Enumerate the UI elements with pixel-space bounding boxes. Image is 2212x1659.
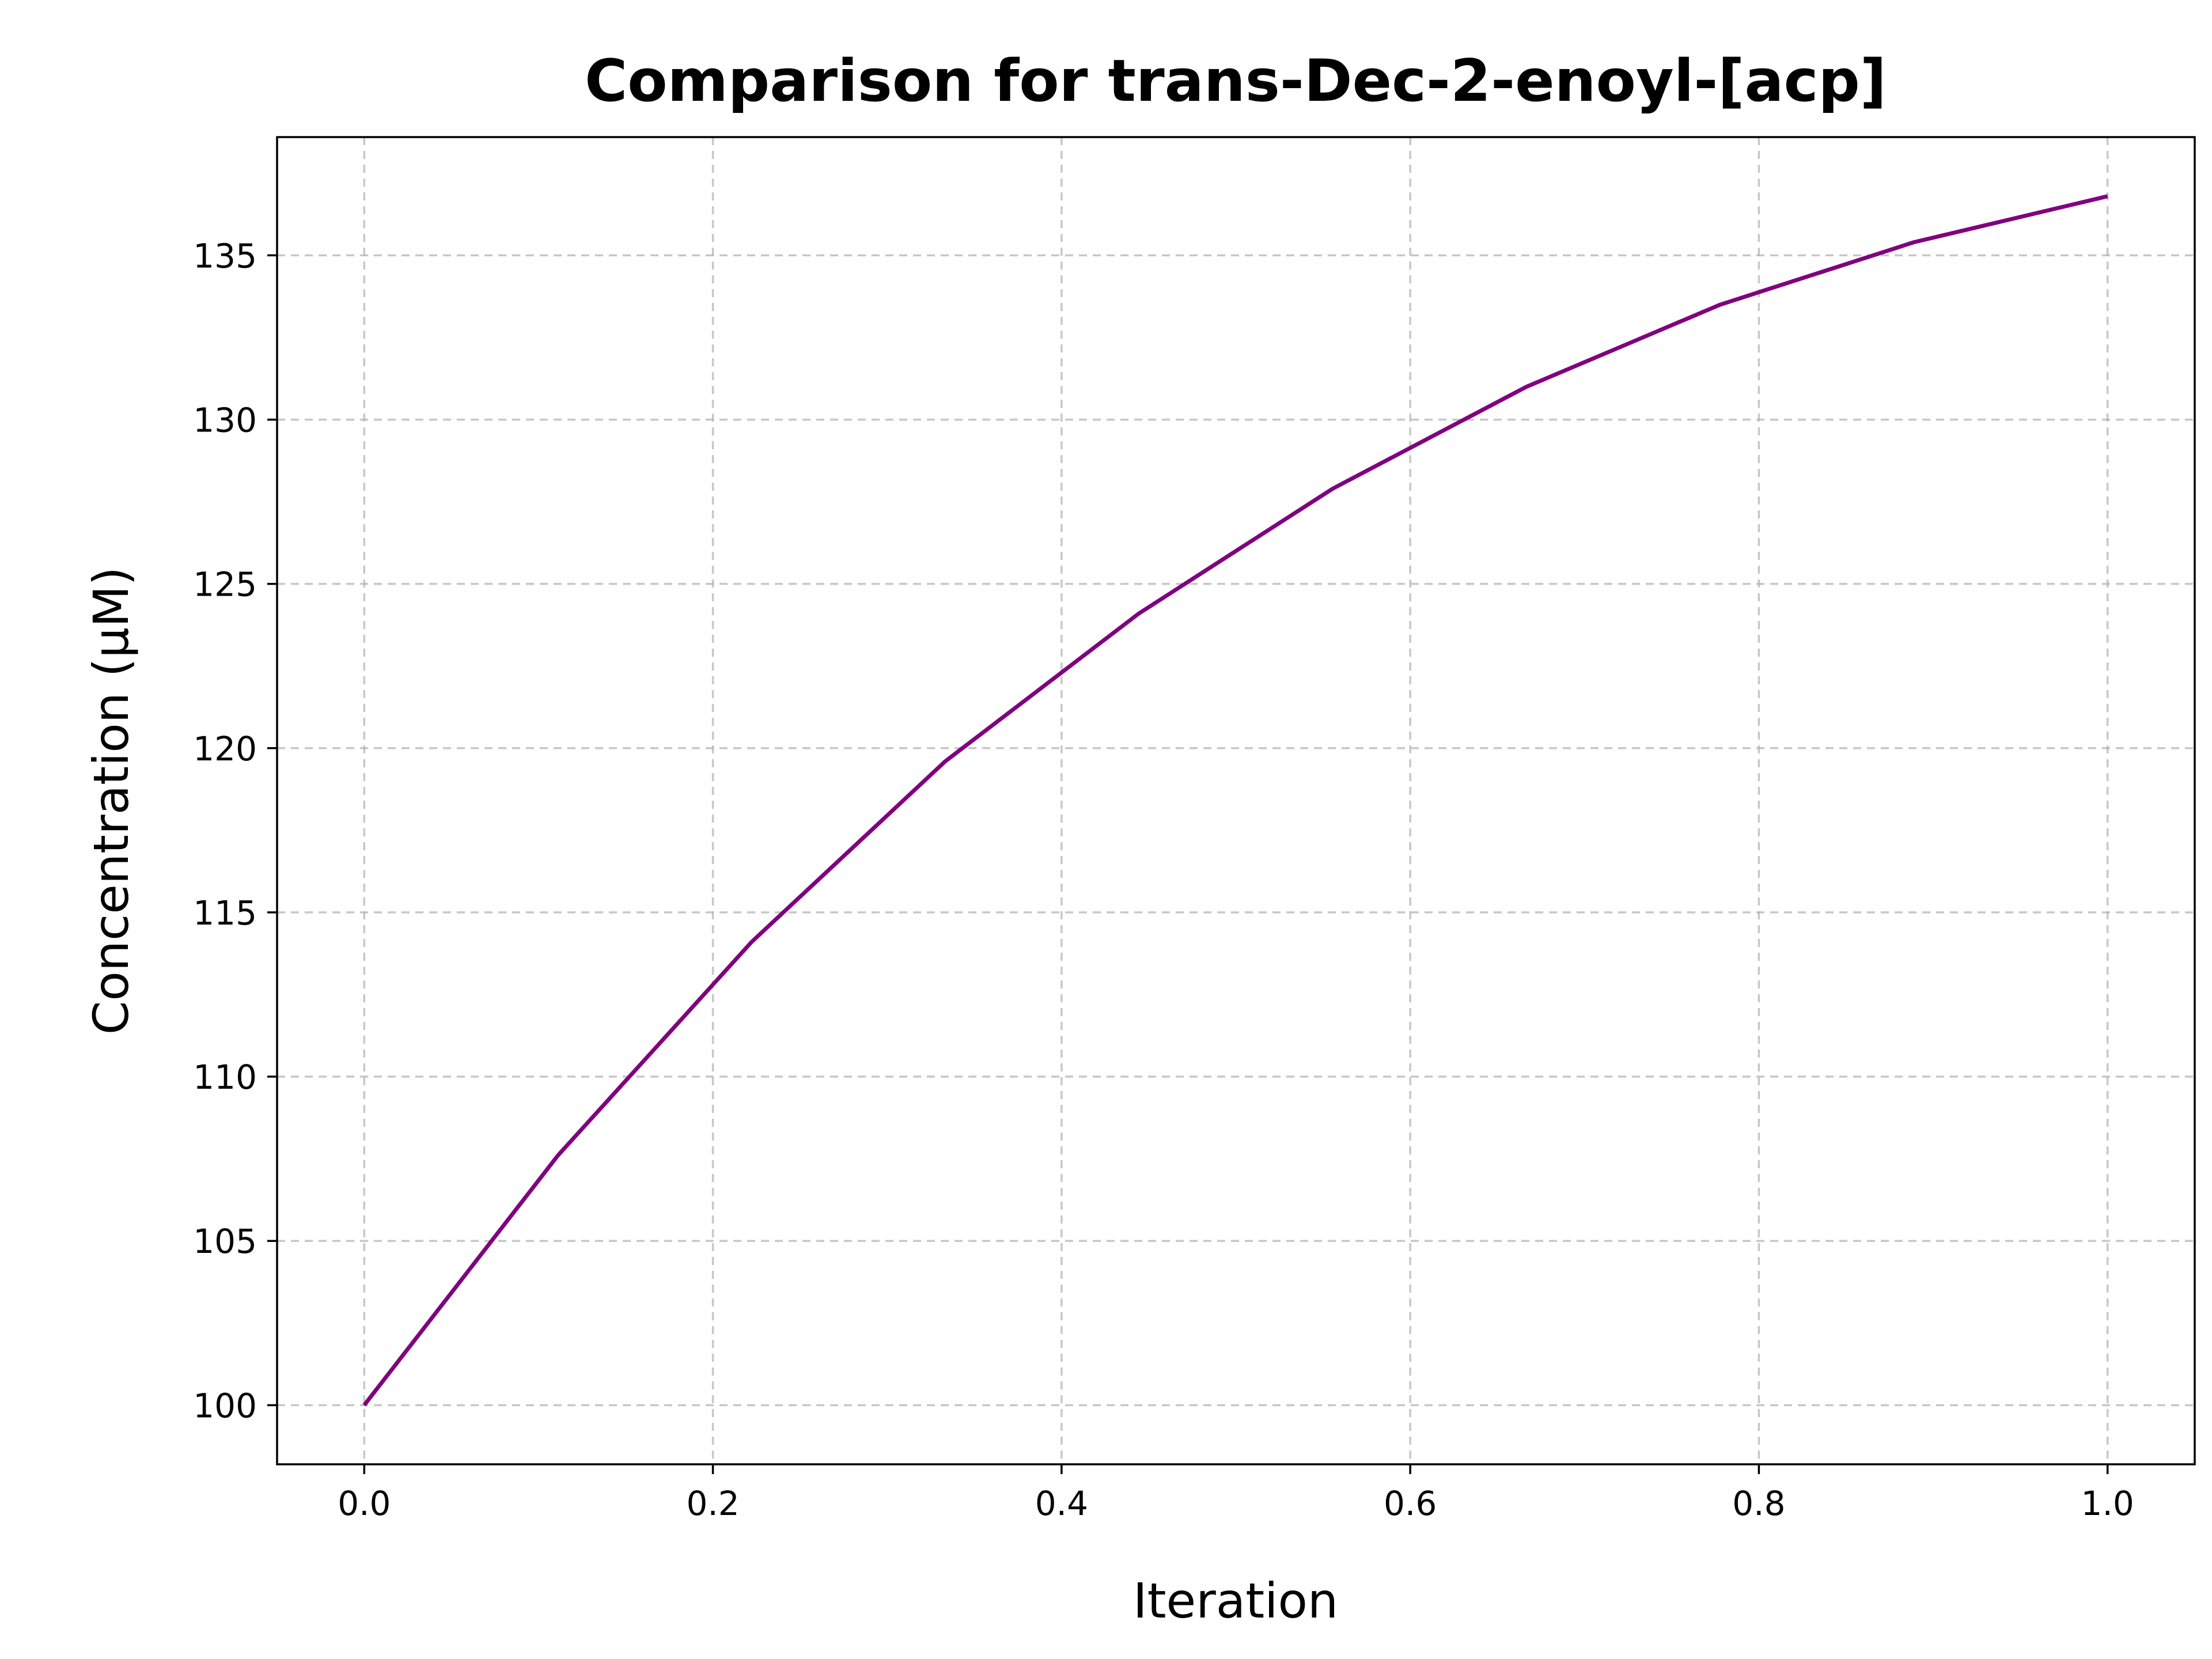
y-tick-label: 125: [193, 565, 257, 604]
y-tick-label: 120: [193, 729, 257, 768]
x-tick-label: 0.0: [338, 1484, 391, 1523]
y-tick-label: 110: [193, 1058, 257, 1097]
y-axis-ticks: 100 105 110 115 120 125 130 135: [193, 236, 277, 1425]
x-axis-label: Iteration: [1133, 1573, 1338, 1629]
x-tick-label: 1.0: [2081, 1484, 2134, 1523]
y-tick-label: 100: [193, 1386, 257, 1425]
grid: [277, 137, 2195, 1464]
x-tick-label: 0.4: [1035, 1484, 1088, 1523]
series-layer: [362, 194, 2108, 1407]
x-tick-label: 0.8: [1732, 1484, 1785, 1523]
plot-frame: [276, 136, 2196, 1465]
y-tick-label: 130: [193, 400, 257, 440]
y-tick-label: 105: [193, 1222, 257, 1261]
y-tick-label: 115: [193, 893, 257, 933]
x-tick-label: 0.6: [1384, 1484, 1437, 1523]
y-axis-label: Concentration (μM): [83, 567, 139, 1035]
x-axis-ticks: 0.0 0.2 0.4 0.6 0.8 1.0: [338, 1464, 2134, 1523]
x-tick-label: 0.2: [686, 1484, 739, 1523]
y-tick-label: 135: [193, 236, 257, 275]
chart-title: Comparison for trans-Dec-2-enoyl-[acp]: [585, 47, 1887, 115]
series-line: [362, 194, 2108, 1407]
